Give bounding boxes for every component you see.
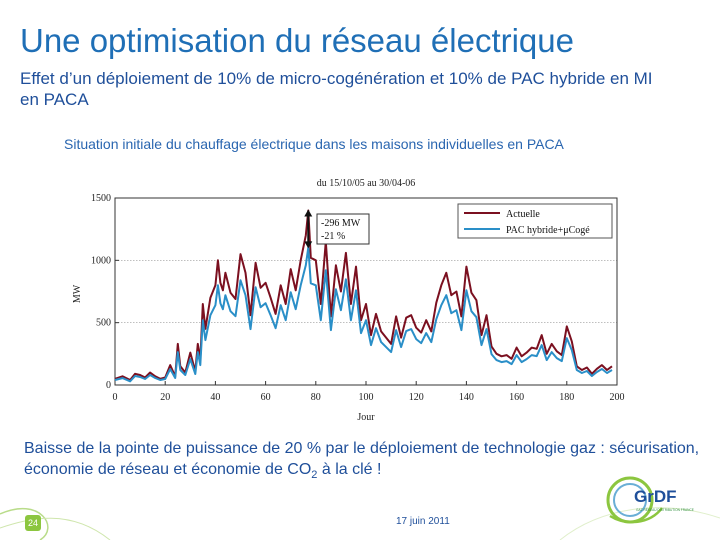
peak-reduction-annotation: -296 MW -21 % [304, 209, 370, 249]
chart-caption: Situation initiale du chauffage électriq… [64, 136, 564, 152]
arrow-head-down [304, 241, 313, 249]
legend-box [457, 203, 613, 239]
x-axis-label: Jour [357, 412, 375, 423]
slide-subtitle: Effet d’un déploiement de 10% de micro-c… [20, 69, 653, 109]
conclusion-text: Baisse de la pointe de puissance de 20 %… [24, 438, 704, 486]
y-tick-label: 1500 [91, 193, 111, 204]
logo-tagline: GAZ RÉSEAU DISTRIBUTION FRANCE [636, 507, 694, 512]
x-tick-label: 0 [113, 392, 118, 403]
arrow-head-up [304, 209, 313, 217]
legend-label-actuelle: Actuelle [506, 209, 540, 220]
annotation-percent: -21 % [321, 231, 345, 242]
annotation-box [316, 213, 370, 245]
line-chart: du 15/10/05 au 30/04-06 0 500 1000 1500 0 20… [72, 178, 625, 423]
y-tick-label: 0 [106, 380, 111, 391]
footer-swoosh-decoration [0, 507, 720, 540]
chart-legend: Actuelle PAC hybride+μCogé [457, 203, 613, 239]
x-tick-label: 80 [311, 392, 321, 403]
x-tick-label: 140 [459, 392, 474, 403]
y-axis-label: MW [72, 284, 83, 303]
x-tick-label: 40 [210, 392, 220, 403]
conclusion-end: à la clé ! [317, 461, 382, 478]
y-tick-label: 1000 [91, 255, 111, 266]
series-actuelle-line [114, 209, 613, 381]
x-tick-label: 20 [160, 392, 170, 403]
legend-label-pac: PAC hybride+μCogé [506, 225, 590, 236]
x-tick-label: 160 [509, 392, 524, 403]
y-tick-label: 500 [96, 318, 111, 329]
x-tick-label: 100 [359, 392, 374, 403]
slide-title: Une optimisation du réseau électrique [20, 22, 574, 59]
x-tick-label: 60 [261, 392, 271, 403]
logo-wordmark: GrDF [634, 487, 677, 506]
conclusion-main: Baisse de la pointe de puissance de 20 %… [24, 440, 700, 478]
grdf-logo: GrDF GAZ RÉSEAU DISTRIBUTION FRANCE [606, 476, 694, 524]
x-tick-label: 120 [409, 392, 424, 403]
chart-gridlines [115, 260, 617, 323]
x-axis-ticks: 0 20 40 60 80 100 120 140 160 180 200 [113, 381, 625, 403]
x-tick-label: 180 [559, 392, 574, 403]
chart-title: du 15/10/05 au 30/04-06 [317, 178, 416, 189]
annotation-mw: -296 MW [321, 218, 361, 229]
page-number: 24 [25, 515, 41, 531]
y-axis-ticks: 0 500 1000 1500 [91, 193, 119, 391]
series-pac-line [114, 246, 613, 383]
footer-date: 17 juin 2011 [396, 516, 450, 527]
co2-subscript: 2 [311, 469, 318, 482]
x-tick-label: 200 [610, 392, 625, 403]
